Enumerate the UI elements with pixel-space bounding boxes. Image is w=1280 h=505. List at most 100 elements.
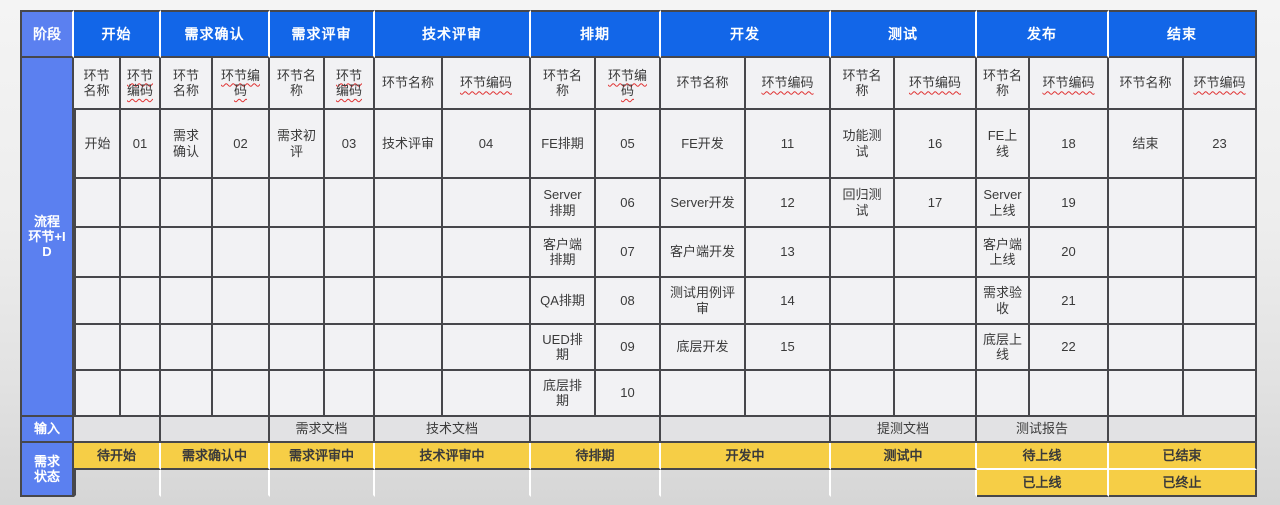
step-code-cell[interactable]	[213, 371, 270, 417]
step-code-cell[interactable]	[121, 325, 161, 371]
step-code-cell[interactable]	[121, 278, 161, 325]
step-code-cell[interactable]: 15	[746, 325, 831, 371]
col-header-step-name-8[interactable]: 环节名称	[1109, 58, 1184, 110]
input-doc-cell[interactable]	[161, 417, 270, 443]
step-code-cell[interactable]	[895, 228, 977, 278]
step-code-cell[interactable]: 08	[596, 278, 661, 325]
status-cell[interactable]: 待上线	[977, 443, 1109, 470]
input-doc-cell[interactable]: 技术文档	[375, 417, 531, 443]
col-header-step-name-4[interactable]: 环节名称	[531, 58, 596, 110]
step-name-cell[interactable]: 需求验收	[977, 278, 1030, 325]
step-name-cell[interactable]: FE排期	[531, 110, 596, 179]
step-name-cell[interactable]	[270, 179, 325, 228]
status-cell[interactable]: 测试中	[831, 443, 977, 470]
status-cell[interactable]: 已上线	[977, 470, 1109, 497]
input-doc-cell[interactable]: 需求文档	[270, 417, 375, 443]
step-name-cell[interactable]: 客户端上线	[977, 228, 1030, 278]
step-name-cell[interactable]	[74, 278, 121, 325]
step-code-cell[interactable]: 18	[1030, 110, 1109, 179]
step-name-cell[interactable]	[1109, 371, 1184, 417]
step-code-cell[interactable]: 20	[1030, 228, 1109, 278]
step-name-cell[interactable]	[831, 371, 895, 417]
step-name-cell[interactable]	[661, 371, 746, 417]
step-name-cell[interactable]	[161, 325, 213, 371]
step-code-cell[interactable]: 04	[443, 110, 531, 179]
step-name-cell[interactable]	[831, 228, 895, 278]
col-header-step-name-3[interactable]: 环节名称	[375, 58, 443, 110]
step-code-cell[interactable]: 22	[1030, 325, 1109, 371]
status-cell[interactable]: 需求确认中	[161, 443, 270, 470]
step-name-cell[interactable]: UED排期	[531, 325, 596, 371]
step-code-cell[interactable]: 23	[1184, 110, 1257, 179]
step-name-cell[interactable]: 结束	[1109, 110, 1184, 179]
step-name-cell[interactable]: 开始	[74, 110, 121, 179]
phase-header-1[interactable]: 需求确认	[161, 10, 270, 58]
input-doc-cell[interactable]: 测试报告	[977, 417, 1109, 443]
step-code-cell[interactable]	[213, 228, 270, 278]
phase-header-7[interactable]: 发布	[977, 10, 1109, 58]
status-cell[interactable]	[270, 470, 375, 497]
step-code-cell[interactable]: 12	[746, 179, 831, 228]
step-name-cell[interactable]	[161, 278, 213, 325]
phase-header-0[interactable]: 开始	[74, 10, 161, 58]
col-header-step-code-3[interactable]: 环节编码	[443, 58, 531, 110]
step-name-cell[interactable]: 测试用例评审	[661, 278, 746, 325]
status-cell[interactable]: 待开始	[74, 443, 161, 470]
status-cell[interactable]	[661, 470, 831, 497]
step-code-cell[interactable]	[121, 371, 161, 417]
step-name-cell[interactable]	[831, 278, 895, 325]
step-code-cell[interactable]	[121, 228, 161, 278]
step-code-cell[interactable]: 16	[895, 110, 977, 179]
phase-header-8[interactable]: 结束	[1109, 10, 1257, 58]
step-name-cell[interactable]: 底层排期	[531, 371, 596, 417]
status-cell[interactable]	[161, 470, 270, 497]
step-code-cell[interactable]: 13	[746, 228, 831, 278]
status-cell[interactable]	[831, 470, 977, 497]
step-name-cell[interactable]	[74, 325, 121, 371]
step-name-cell[interactable]: QA排期	[531, 278, 596, 325]
col-header-step-name-2[interactable]: 环节名称	[270, 58, 325, 110]
step-name-cell[interactable]: Server上线	[977, 179, 1030, 228]
col-header-step-code-0[interactable]: 环节编码	[121, 58, 161, 110]
step-name-cell[interactable]	[270, 278, 325, 325]
input-doc-cell[interactable]	[1109, 417, 1257, 443]
step-code-cell[interactable]: 01	[121, 110, 161, 179]
step-code-cell[interactable]	[443, 325, 531, 371]
step-code-cell[interactable]	[443, 278, 531, 325]
step-name-cell[interactable]	[161, 228, 213, 278]
step-name-cell[interactable]	[1109, 325, 1184, 371]
step-code-cell[interactable]	[443, 228, 531, 278]
step-name-cell[interactable]	[270, 371, 325, 417]
step-code-cell[interactable]	[895, 278, 977, 325]
step-name-cell[interactable]: 回归测试	[831, 179, 895, 228]
step-name-cell[interactable]	[161, 371, 213, 417]
step-name-cell[interactable]: 需求确认	[161, 110, 213, 179]
step-name-cell[interactable]	[270, 325, 325, 371]
step-name-cell[interactable]	[977, 371, 1030, 417]
step-name-cell[interactable]	[1109, 278, 1184, 325]
col-header-step-name-7[interactable]: 环节名称	[977, 58, 1030, 110]
col-header-step-code-8[interactable]: 环节编码	[1184, 58, 1257, 110]
step-code-cell[interactable]	[1184, 325, 1257, 371]
status-cell[interactable]: 技术评审中	[375, 443, 531, 470]
phase-header-4[interactable]: 排期	[531, 10, 661, 58]
input-doc-cell[interactable]: 提测文档	[831, 417, 977, 443]
step-code-cell[interactable]	[895, 371, 977, 417]
step-name-cell[interactable]: 技术评审	[375, 110, 443, 179]
status-cell[interactable]: 已终止	[1109, 470, 1257, 497]
step-code-cell[interactable]	[895, 325, 977, 371]
step-code-cell[interactable]	[443, 179, 531, 228]
step-name-cell[interactable]: 客户端排期	[531, 228, 596, 278]
step-code-cell[interactable]: 14	[746, 278, 831, 325]
step-code-cell[interactable]: 03	[325, 110, 375, 179]
step-name-cell[interactable]: 底层上线	[977, 325, 1030, 371]
phase-header-2[interactable]: 需求评审	[270, 10, 375, 58]
step-name-cell[interactable]	[1109, 179, 1184, 228]
input-doc-cell[interactable]	[531, 417, 661, 443]
step-code-cell[interactable]	[325, 278, 375, 325]
step-code-cell[interactable]: 21	[1030, 278, 1109, 325]
step-code-cell[interactable]	[213, 325, 270, 371]
step-code-cell[interactable]: 17	[895, 179, 977, 228]
step-name-cell[interactable]	[74, 228, 121, 278]
step-code-cell[interactable]	[121, 179, 161, 228]
